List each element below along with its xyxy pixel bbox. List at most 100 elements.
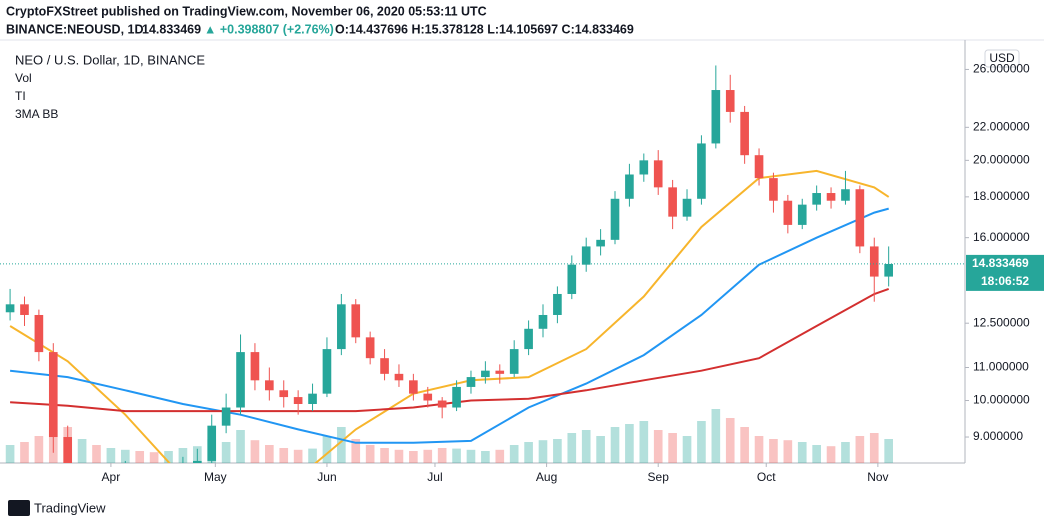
candle-body	[481, 370, 490, 378]
candle-body	[841, 189, 850, 201]
indicator: Vol	[15, 71, 32, 85]
volume-bar	[423, 449, 433, 463]
last-price-box	[966, 254, 1044, 291]
volume-bar	[567, 433, 577, 463]
candle-body	[193, 460, 202, 463]
last-price: 14.833469	[972, 256, 1029, 270]
volume-bar	[884, 439, 893, 463]
candle-body	[308, 393, 317, 405]
x-tick-label: Aug	[536, 470, 557, 484]
volume-bar	[106, 448, 116, 463]
candle-body	[697, 143, 706, 199]
candle-body	[625, 174, 634, 199]
candle-body	[797, 204, 807, 225]
y-tick-label: 22.000000	[973, 119, 1030, 133]
volume-bar	[581, 430, 591, 463]
volume-bar	[826, 446, 836, 463]
volume-bar	[812, 445, 821, 463]
volume-bar	[265, 445, 274, 463]
y-tick-label: 26.000000	[973, 62, 1030, 76]
y-tick-label: 20.000000	[973, 153, 1030, 167]
candle-body	[322, 349, 332, 394]
volume-bar	[869, 433, 879, 463]
currency[interactable]: USD	[989, 51, 1015, 65]
candle-body	[524, 328, 533, 350]
candle-body	[668, 187, 677, 217]
plot	[5, 65, 893, 463]
volume-bar	[769, 439, 778, 463]
volume-bar	[149, 452, 159, 463]
indicator: TI	[15, 89, 26, 103]
ohlc: O:14.437696 H:15.378128 L:14.105697 C:14…	[335, 22, 634, 36]
x-tick-label: Jun	[317, 470, 336, 484]
candle-body	[754, 155, 764, 179]
volume-bar	[668, 433, 677, 463]
candle-body	[365, 337, 375, 359]
candle-body	[20, 304, 29, 315]
volume-bar	[380, 448, 389, 463]
candle-body	[538, 314, 548, 329]
candle-body	[653, 160, 663, 188]
volume-bar	[711, 409, 721, 463]
publisher: CryptoFXStreet published on TradingView.…	[6, 4, 487, 18]
volume-bar	[351, 439, 361, 463]
volume-bar	[725, 418, 735, 463]
last: 14.833469	[142, 22, 201, 36]
currency-box[interactable]	[984, 49, 1020, 68]
volume-bar	[164, 451, 173, 463]
volume-bar	[524, 442, 533, 463]
candle-body	[783, 200, 793, 225]
volume-bar	[135, 451, 145, 463]
volume-bar	[495, 449, 505, 463]
candle-body	[337, 304, 346, 350]
volume-bar	[740, 427, 749, 463]
y-tick-label: 10.000000	[973, 393, 1030, 407]
volume-bar	[34, 436, 44, 463]
brand: TradingView	[34, 500, 106, 515]
volume-bar	[250, 440, 260, 463]
moving-average	[10, 287, 890, 413]
candle-body	[265, 380, 274, 391]
volume-bar	[365, 445, 375, 463]
volume-bar	[596, 436, 605, 463]
x-tick-label: Oct	[757, 470, 776, 484]
candle-body	[855, 189, 865, 247]
candle-body	[610, 198, 620, 240]
candle-body	[495, 370, 505, 374]
candle-body	[711, 90, 721, 144]
y-tick-label: 9.000000	[973, 429, 1023, 443]
volume-bar	[754, 436, 764, 463]
volume-bar	[855, 436, 865, 463]
volume-bar	[610, 427, 620, 463]
candle-body	[884, 263, 893, 277]
candle-body	[351, 304, 361, 338]
volume-bar	[625, 424, 634, 463]
volume-bar	[653, 430, 663, 463]
moving-average	[9, 207, 889, 444]
volume-bar	[322, 436, 332, 463]
volume-bar	[697, 421, 706, 463]
volume-bar	[452, 448, 461, 463]
logo	[8, 500, 30, 516]
volume-bar	[409, 451, 418, 463]
candle-body	[236, 352, 245, 408]
x-tick-label: Nov	[867, 470, 888, 484]
volume-bar	[92, 445, 101, 463]
volume-bar	[682, 436, 692, 463]
volume-bar	[509, 445, 519, 463]
candle-body	[394, 373, 404, 381]
countdown: 18:06:52	[981, 274, 1029, 288]
candle-body	[5, 304, 15, 313]
candle-body	[740, 111, 749, 156]
volume-bar	[5, 445, 15, 463]
volume-bar	[77, 439, 87, 463]
volume-bar	[783, 440, 793, 463]
y-tick-label: 18.000000	[973, 189, 1030, 203]
x-tick-label: May	[204, 470, 227, 484]
volume-bar	[797, 442, 807, 463]
candle-body	[437, 400, 447, 408]
candle-body	[34, 314, 44, 353]
volume-bar	[639, 421, 649, 463]
volume-bar	[538, 440, 548, 463]
candle-body	[466, 377, 476, 387]
